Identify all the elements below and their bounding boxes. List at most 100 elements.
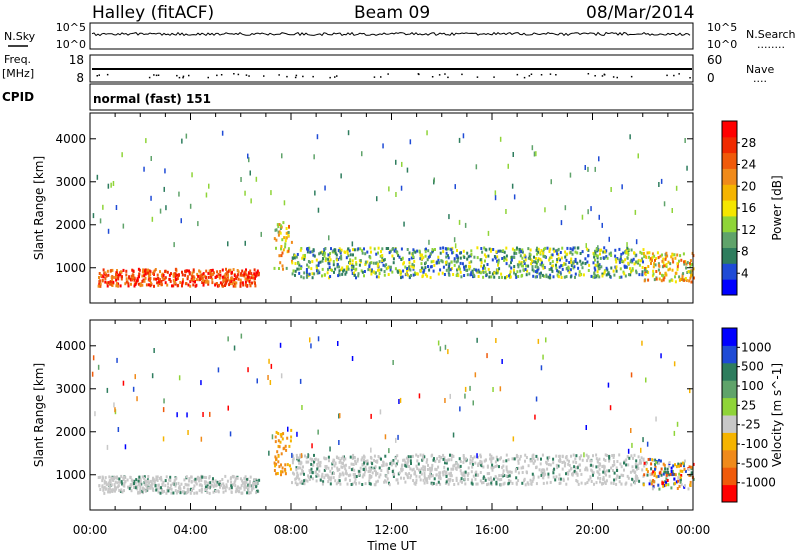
velocity-echo-cell [310, 343, 312, 349]
velocity-echo-cell [144, 481, 147, 485]
power-echo-cell [170, 272, 172, 276]
power-echo-cell [657, 268, 660, 272]
velocity-echo-cell [464, 470, 467, 474]
velocity-echo-cell [227, 336, 229, 342]
velocity-echo-cell [292, 471, 294, 475]
power-echo-cell [438, 261, 441, 265]
power-echo-cell [584, 165, 586, 170]
velocity-echo-cell [646, 441, 649, 447]
velocity-echo-cell [642, 437, 644, 443]
power-echo-cell [327, 253, 330, 257]
velocity-echo-cell [401, 463, 404, 467]
power-echo-cell [660, 279, 663, 283]
power-echo-cell [658, 277, 661, 281]
velocity-echo-cell [397, 481, 400, 485]
velocity-echo-cell [460, 477, 463, 481]
power-echo-cell [115, 281, 118, 285]
velocity-echo-cell [641, 340, 643, 346]
power-echo-cell [430, 260, 433, 264]
power-echo-cell [690, 274, 692, 278]
velocity-echo-cell [406, 476, 409, 480]
power-echo-cell [176, 277, 179, 280]
power-echo-cell [230, 276, 233, 280]
velocity-echo-cell [305, 456, 308, 460]
power-echo-cell [529, 257, 532, 260]
velocity-echo-cell [630, 483, 633, 487]
power-echo-cell [619, 255, 622, 259]
velocity-echo-cell [584, 466, 587, 470]
power-echo-cell [577, 266, 580, 270]
power-echo-cell [537, 247, 540, 251]
velocity-echo-cell [415, 453, 418, 457]
velocity-echo-cell [317, 429, 319, 435]
power-echo-cell [559, 251, 562, 254]
velocity-echo-cell [320, 475, 323, 479]
power-echo-cell [416, 249, 419, 253]
velocity-echo-cell [204, 485, 207, 489]
velocity-echo-cell [454, 466, 457, 470]
velocity-echo-cell [650, 472, 653, 476]
power-echo-cell [516, 270, 519, 274]
power-echo-cell [385, 263, 388, 267]
power-echo-cell [574, 260, 577, 263]
power-echo-cell [473, 255, 476, 259]
velocity-echo-cell [204, 482, 207, 486]
velocity-echo-cell [349, 455, 352, 459]
power-echo-cell [522, 264, 524, 268]
power-echo-cell [540, 249, 543, 252]
power-echo-cell [368, 263, 371, 267]
velocity-echo-cell [641, 468, 644, 472]
power-echo-cell [175, 278, 177, 282]
power-echo-cell [329, 258, 332, 262]
velocity-echo-cell [371, 462, 374, 466]
power-echo-cell [493, 271, 496, 275]
power-echo-cell [598, 267, 601, 271]
power-echo-cell [149, 284, 152, 288]
velocity-echo-cell [634, 474, 637, 478]
velocity-echo-cell [175, 491, 178, 495]
velocity-echo-cell [113, 477, 116, 481]
velocity-echo-cell [198, 489, 201, 493]
power-echo-cell [564, 255, 567, 259]
freq-left-tick-bottom: 8 [76, 71, 84, 85]
power-echo-cell [256, 269, 259, 273]
velocity-echo-cell [338, 413, 340, 419]
velocity-echo-cell [586, 459, 589, 463]
power-echo-cell [665, 251, 668, 255]
power-echo-cell [190, 278, 193, 282]
power-echo-cell [133, 276, 136, 280]
power-echo-cell [501, 275, 503, 279]
velocity-echo-cell [353, 475, 356, 479]
velocity-echo-cell [321, 482, 324, 486]
velocity-echo-cell [689, 480, 692, 484]
velocity-echo-cell [597, 471, 600, 475]
power-echo-cell [686, 261, 689, 265]
power-echo-cell [615, 269, 618, 273]
power-echo-cell [321, 274, 323, 278]
velocity-echo-cell [102, 476, 104, 480]
velocity-echo-cell [295, 477, 298, 481]
velocity-echo-cell [570, 454, 572, 458]
velocity-echo-cell [136, 487, 139, 491]
power-echo-cell [293, 254, 296, 258]
power-echo-cell [494, 256, 497, 260]
velocity-echo-cell [268, 358, 270, 364]
velocity-echo-cell [609, 405, 612, 411]
power-echo-cell [245, 273, 248, 277]
time-xtick-label: 20:00 [575, 523, 610, 537]
power-echo-cell [115, 278, 118, 282]
velocity-echo-cell [344, 457, 347, 461]
velocity-echo-cell [612, 456, 615, 459]
velocity-echo-cell [606, 469, 609, 473]
power-echo-cell [138, 282, 140, 286]
power-echo-cell [462, 133, 465, 139]
power-echo-cell [105, 274, 108, 278]
velocity-echo-cell [505, 459, 508, 463]
velocity-echo-cell [277, 460, 280, 464]
velocity-echo-cell [448, 458, 450, 462]
power-echo-cell [519, 269, 522, 273]
power-echo-cell [312, 248, 315, 252]
power-echo-cell [408, 267, 411, 271]
power-echo-cell [240, 177, 242, 182]
